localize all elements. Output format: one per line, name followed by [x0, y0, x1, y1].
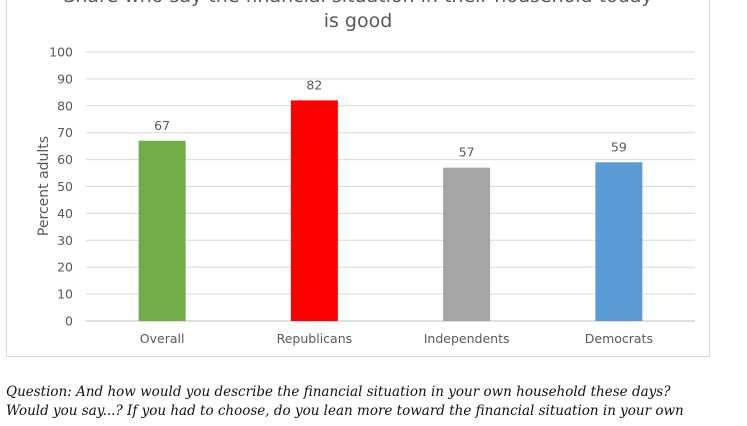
y-tick-label: 60	[57, 152, 73, 167]
y-axis-title: Percent adults	[36, 136, 52, 236]
bar-republicans	[290, 100, 338, 321]
data-label-overall: 67	[154, 118, 170, 133]
category-label-independents: Independents	[424, 331, 510, 346]
y-tick-label: 40	[57, 206, 73, 221]
y-tick-label: 10	[57, 287, 73, 302]
data-labels: 67 82 57 59	[154, 77, 627, 159]
y-tick-label: 20	[57, 260, 73, 275]
bar-overall	[138, 140, 186, 321]
y-tick-label: 70	[57, 125, 73, 140]
footnote-line-2: Would you say...? If you had to choose, …	[6, 403, 684, 419]
y-tick-label: 30	[57, 233, 73, 248]
chart-frame: Share who say the financial situation in…	[6, 0, 710, 357]
x-axis-categories: Overall Republicans Independents Democrats	[140, 331, 653, 346]
y-axis-ticks: 0 10 20 30 40 50 60 70 80 90 100	[49, 45, 73, 329]
category-label-democrats: Democrats	[585, 331, 653, 346]
category-label-overall: Overall	[140, 331, 185, 346]
y-tick-label: 100	[49, 45, 73, 60]
bar-independents	[443, 167, 491, 321]
y-tick-label: 90	[57, 71, 73, 86]
y-tick-label: 80	[57, 98, 73, 113]
chart-title: Share who say the financial situation in…	[63, 0, 652, 32]
bars	[138, 100, 643, 321]
data-label-democrats: 59	[611, 139, 627, 154]
gridlines	[86, 51, 695, 322]
y-tick-label: 0	[65, 314, 73, 329]
y-tick-label: 50	[57, 179, 73, 194]
chart-title-line-1: Share who say the financial situation in…	[63, 0, 652, 7]
chart-title-line-2: is good	[324, 10, 393, 32]
bar-democrats	[595, 162, 643, 321]
bar-chart: Share who say the financial situation in…	[36, 0, 695, 346]
data-label-independents: 57	[459, 145, 475, 160]
footnote-line-1: Question: And how would you describe the…	[6, 384, 671, 400]
category-label-republicans: Republicans	[277, 331, 353, 346]
question-footnote: Question: And how would you describe the…	[6, 383, 741, 421]
data-label-republicans: 82	[306, 77, 322, 92]
